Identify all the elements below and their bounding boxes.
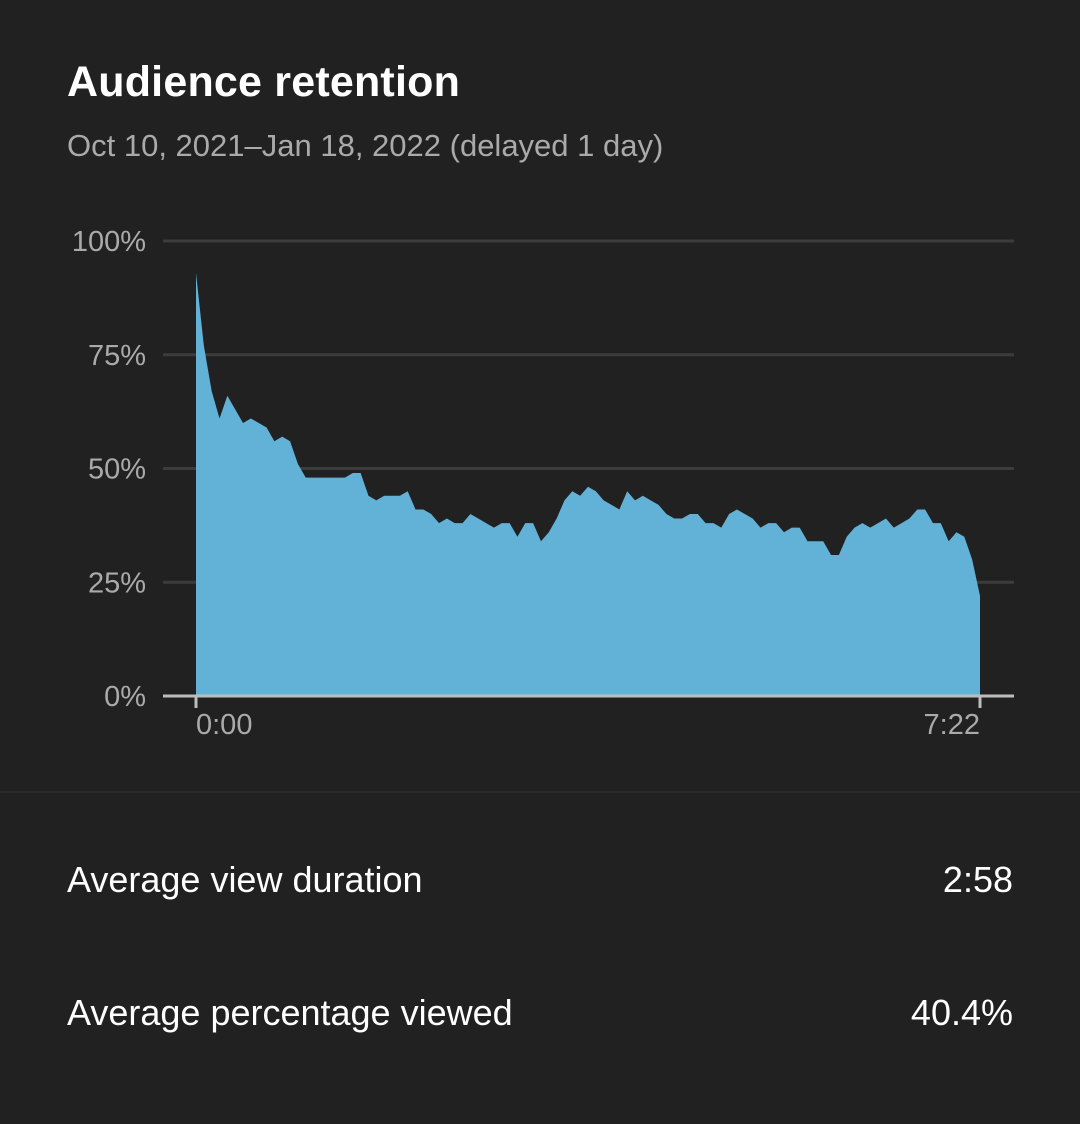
date-range-subtitle: Oct 10, 2021–Jan 18, 2022 (delayed 1 day… [67, 128, 664, 163]
x-tick-label-end: 7:22 [924, 709, 980, 741]
chart-axes [163, 694, 1014, 708]
metric-row-average-view-duration[interactable]: Average view duration 2:58 [67, 850, 1013, 910]
y-tick-label: 0% [104, 681, 146, 713]
x-tick-label-start: 0:00 [196, 709, 252, 741]
y-tick-label: 25% [88, 567, 146, 599]
metric-label: Average percentage viewed [67, 992, 513, 1033]
retention-chart[interactable]: 100% 75% 50% 25% 0% 0:00 7:22 [0, 0, 1080, 780]
metric-row-average-percentage-viewed[interactable]: Average percentage viewed 40.4% [67, 983, 1013, 1043]
x-axis-labels: 0:00 7:22 [196, 709, 980, 741]
metric-value: 40.4% [910, 992, 1013, 1033]
card-title: Audience retention [67, 58, 461, 106]
y-tick-label: 100% [72, 226, 146, 258]
metric-label: Average view duration [67, 859, 423, 900]
y-tick-label: 75% [88, 340, 146, 372]
retention-area-series[interactable] [196, 272, 980, 696]
y-tick-label: 50% [88, 454, 146, 486]
section-divider [0, 791, 1080, 793]
y-axis-labels: 100% 75% 50% 25% 0% [72, 226, 146, 713]
chart-area [196, 272, 980, 696]
metric-value: 2:58 [942, 859, 1013, 900]
